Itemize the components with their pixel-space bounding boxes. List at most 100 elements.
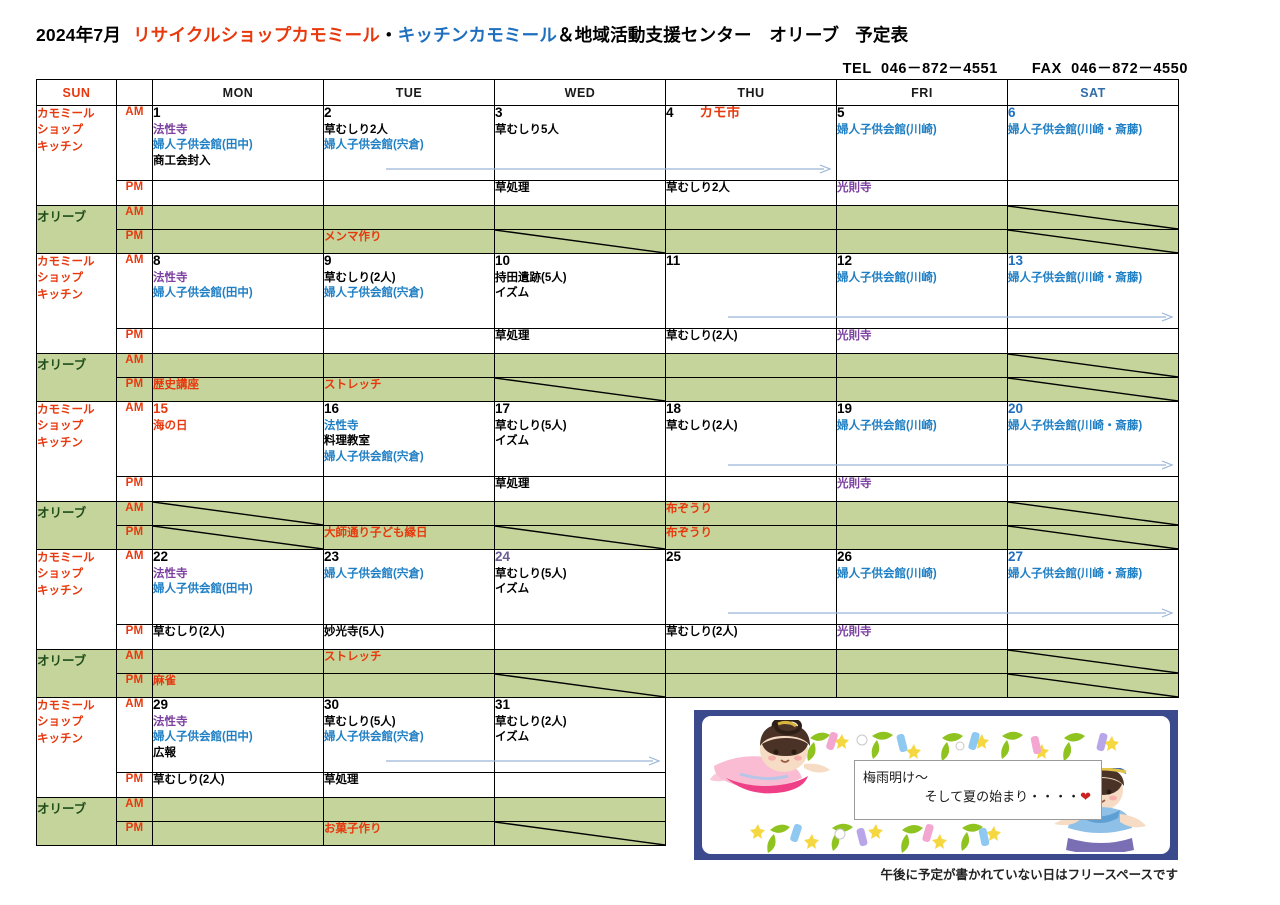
olive-cell-pm[interactable] [152, 525, 324, 550]
day-cell-pm[interactable]: 草むしり(2人) [152, 772, 324, 798]
day-cell-pm[interactable] [1007, 328, 1179, 354]
day-cell-am[interactable]: 24 草むしり(5人) イズム [494, 549, 666, 625]
olive-cell-pm[interactable]: 麻雀 [152, 673, 324, 698]
olive-cell-am[interactable]: ストレッチ [323, 649, 495, 674]
day-cell-am[interactable]: 2 草むしり2人 婦人子供会館(宍倉) [323, 105, 495, 181]
day-cell-am[interactable]: 23 婦人子供会館(宍倉) [323, 549, 495, 625]
day-cell-am[interactable]: 31 草むしり(2人) イズム [494, 697, 666, 773]
day-cell-pm[interactable]: 光則寺 [836, 476, 1008, 502]
day-cell-pm[interactable]: 草処理 [494, 328, 666, 354]
olive-cell-am[interactable] [1007, 353, 1179, 378]
olive-cell-pm[interactable]: 布ぞうり [665, 525, 837, 550]
olive-cell-am[interactable] [836, 205, 1008, 230]
olive-cell-pm[interactable] [1007, 525, 1179, 550]
day-cell-am[interactable]: 17 草むしり(5人) イズム [494, 401, 666, 477]
olive-cell-pm[interactable] [1007, 229, 1179, 254]
day-cell-pm[interactable]: 草むしり(2人) [152, 624, 324, 650]
day-cell-pm[interactable] [323, 180, 495, 206]
olive-cell-am[interactable] [494, 797, 666, 822]
day-cell-pm[interactable]: 草処理 [494, 476, 666, 502]
olive-cell-am[interactable] [152, 205, 324, 230]
olive-cell-am[interactable] [1007, 649, 1179, 674]
olive-cell-pm[interactable] [1007, 673, 1179, 698]
olive-cell-am[interactable] [494, 649, 666, 674]
day-cell-am[interactable]: 15 海の日 [152, 401, 324, 477]
olive-cell-am[interactable] [323, 353, 495, 378]
day-cell-am[interactable]: 10 持田遺跡(5人) イズム [494, 253, 666, 329]
day-cell-pm[interactable]: 草むしり2人 [665, 180, 837, 206]
olive-cell-pm[interactable] [323, 673, 495, 698]
olive-cell-pm[interactable] [665, 377, 837, 402]
day-cell-am[interactable]: 11 [665, 253, 837, 329]
olive-cell-am[interactable]: 布ぞうり [665, 501, 837, 526]
day-cell-am[interactable]: 12 婦人子供会館(川崎) [836, 253, 1008, 329]
day-cell-pm[interactable]: 光則寺 [836, 328, 1008, 354]
olive-cell-am[interactable] [494, 501, 666, 526]
olive-cell-pm[interactable] [665, 229, 837, 254]
day-cell-pm[interactable] [323, 476, 495, 502]
olive-cell-pm[interactable] [152, 229, 324, 254]
day-cell-am[interactable]: 16 法性寺 料理教室 婦人子供会館(宍倉) [323, 401, 495, 477]
day-cell-pm[interactable]: 妙光寺(5人) [323, 624, 495, 650]
day-cell-am[interactable]: 8 法性寺 婦人子供会館(田中) [152, 253, 324, 329]
day-cell-pm[interactable] [1007, 476, 1179, 502]
olive-cell-am[interactable] [1007, 501, 1179, 526]
olive-cell-am[interactable] [152, 353, 324, 378]
day-cell-am[interactable]: 27 婦人子供会館(川崎・斎藤) [1007, 549, 1179, 625]
olive-cell-pm[interactable] [1007, 377, 1179, 402]
day-cell-pm[interactable]: 草むしり(2人) [665, 624, 837, 650]
day-cell-pm[interactable] [152, 328, 324, 354]
olive-cell-pm[interactable]: 歴史講座 [152, 377, 324, 402]
day-cell-am[interactable]: 1 法性寺 婦人子供会館(田中) 商工会封入 [152, 105, 324, 181]
olive-cell-pm[interactable] [494, 821, 666, 846]
day-cell-am[interactable]: 25 [665, 549, 837, 625]
day-cell-pm[interactable] [1007, 624, 1179, 650]
olive-cell-am[interactable] [665, 205, 837, 230]
olive-cell-am[interactable] [836, 501, 1008, 526]
olive-cell-am[interactable] [665, 353, 837, 378]
day-cell-am[interactable]: 20 婦人子供会館(川崎・斎藤) [1007, 401, 1179, 477]
day-cell-pm[interactable] [152, 180, 324, 206]
day-cell-pm[interactable] [494, 772, 666, 798]
olive-cell-am[interactable] [323, 797, 495, 822]
olive-cell-am[interactable] [323, 501, 495, 526]
day-cell-am[interactable]: 4 カモ市 [665, 105, 837, 181]
day-cell-pm[interactable]: 光則寺 [836, 180, 1008, 206]
day-cell-pm[interactable] [494, 624, 666, 650]
day-cell-am[interactable]: 6 婦人子供会館(川崎・斎藤) [1007, 105, 1179, 181]
day-cell-pm[interactable] [323, 328, 495, 354]
day-cell-am[interactable]: 3 草むしり5人 [494, 105, 666, 181]
day-cell-pm[interactable] [152, 476, 324, 502]
olive-cell-pm[interactable] [494, 377, 666, 402]
olive-cell-pm[interactable] [494, 673, 666, 698]
olive-cell-pm[interactable] [836, 525, 1008, 550]
olive-cell-am[interactable] [836, 353, 1008, 378]
olive-cell-pm[interactable] [665, 673, 837, 698]
day-cell-pm[interactable]: 草処理 [494, 180, 666, 206]
olive-cell-am[interactable] [665, 649, 837, 674]
olive-cell-pm[interactable]: ストレッチ [323, 377, 495, 402]
day-cell-pm[interactable] [665, 476, 837, 502]
day-cell-am[interactable]: 26 婦人子供会館(川崎) [836, 549, 1008, 625]
day-cell-am[interactable]: 18 草むしり(2人) [665, 401, 837, 477]
olive-cell-pm[interactable] [836, 229, 1008, 254]
day-cell-am[interactable]: 22 法性寺 婦人子供会館(田中) [152, 549, 324, 625]
day-cell-am[interactable]: 19 婦人子供会館(川崎) [836, 401, 1008, 477]
day-cell-am[interactable]: 30 草むしり(5人) 婦人子供会館(宍倉) [323, 697, 495, 773]
day-cell-am[interactable]: 13 婦人子供会館(川崎・斎藤) [1007, 253, 1179, 329]
olive-cell-pm[interactable] [494, 525, 666, 550]
olive-cell-am[interactable] [152, 797, 324, 822]
day-cell-am[interactable]: 29 法性寺 婦人子供会館(田中) 広報 [152, 697, 324, 773]
day-cell-pm[interactable]: 草むしり(2人) [665, 328, 837, 354]
olive-cell-pm[interactable]: メンマ作り [323, 229, 495, 254]
olive-cell-am[interactable] [152, 501, 324, 526]
day-cell-am[interactable]: 9 草むしり(2人) 婦人子供会館(宍倉) [323, 253, 495, 329]
olive-cell-pm[interactable] [836, 377, 1008, 402]
day-cell-pm[interactable]: 光則寺 [836, 624, 1008, 650]
olive-cell-pm[interactable]: 大師通り子ども縁日 [323, 525, 495, 550]
olive-cell-am[interactable] [494, 205, 666, 230]
olive-cell-am[interactable] [323, 205, 495, 230]
olive-cell-am[interactable] [152, 649, 324, 674]
day-cell-pm[interactable] [1007, 180, 1179, 206]
olive-cell-am[interactable] [1007, 205, 1179, 230]
